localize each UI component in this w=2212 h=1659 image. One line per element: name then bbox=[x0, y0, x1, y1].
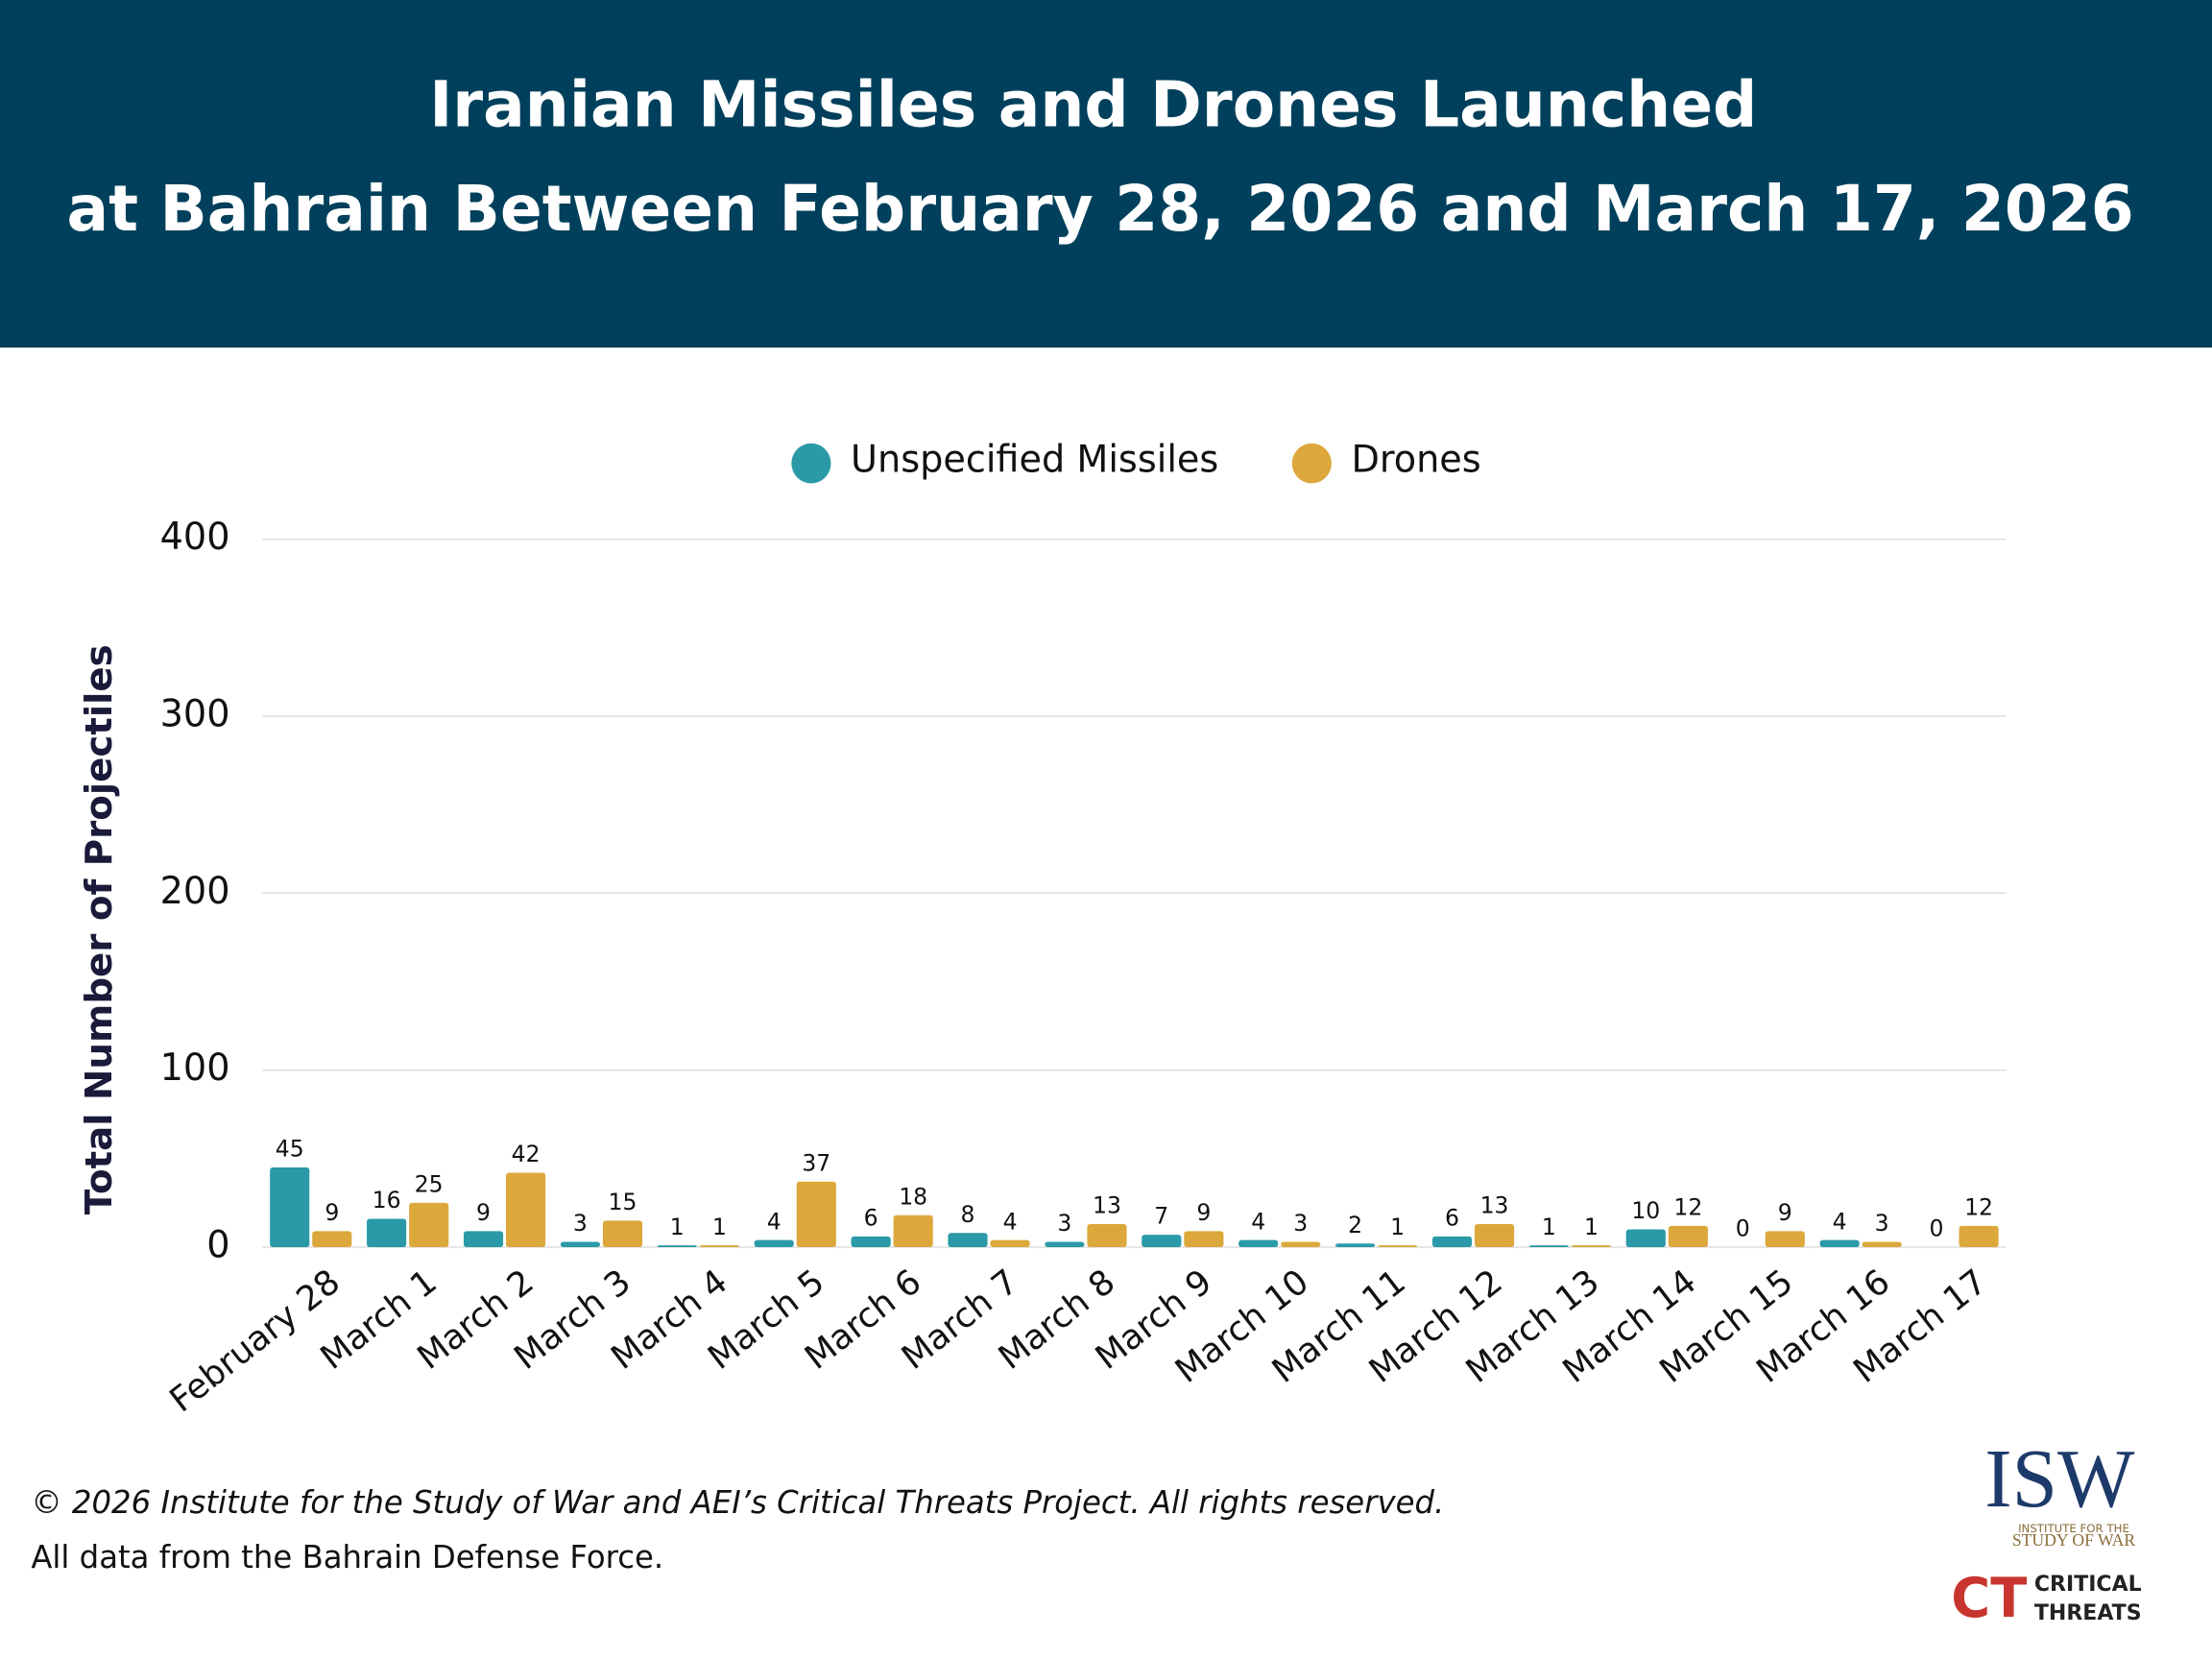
bar bbox=[602, 1220, 643, 1247]
y-tick-label: 100 bbox=[160, 1046, 230, 1090]
bar bbox=[1625, 1229, 1666, 1247]
data-label: 9 bbox=[476, 1199, 491, 1226]
logo-isw-sub: INSTITUTE FOR THE bbox=[2018, 1522, 2129, 1535]
bar bbox=[699, 1245, 739, 1247]
data-label: 25 bbox=[415, 1170, 444, 1197]
data-label: 0 bbox=[1736, 1214, 1750, 1241]
data-label: 10 bbox=[1631, 1197, 1660, 1224]
bar bbox=[893, 1214, 933, 1247]
bar bbox=[1378, 1245, 1418, 1247]
legend-swatch bbox=[1291, 443, 1332, 484]
data-label: 6 bbox=[1445, 1204, 1459, 1231]
data-label: 18 bbox=[899, 1183, 927, 1210]
bar bbox=[270, 1167, 310, 1247]
bar bbox=[367, 1218, 407, 1247]
bar bbox=[1819, 1239, 1860, 1247]
data-label: 15 bbox=[609, 1189, 637, 1215]
y-tick-label: 400 bbox=[160, 516, 230, 559]
bar bbox=[1281, 1241, 1321, 1247]
data-label: 6 bbox=[864, 1204, 878, 1231]
bar bbox=[1528, 1245, 1569, 1247]
bar bbox=[990, 1239, 1030, 1247]
y-axis-label: Total Number of Projectiles bbox=[78, 644, 121, 1214]
bar bbox=[657, 1245, 697, 1247]
legend-label: Drones bbox=[1351, 438, 1480, 481]
data-label: 9 bbox=[1196, 1199, 1211, 1226]
bar bbox=[1142, 1235, 1182, 1247]
bar bbox=[1184, 1231, 1224, 1247]
copyright: © 2026 Institute for the Study of War an… bbox=[31, 1484, 1444, 1521]
data-label: 4 bbox=[1251, 1208, 1265, 1235]
bar bbox=[1335, 1243, 1376, 1247]
bar bbox=[1959, 1225, 1999, 1247]
bar bbox=[463, 1231, 504, 1247]
bar bbox=[1087, 1224, 1127, 1247]
data-label: 8 bbox=[961, 1201, 975, 1228]
bar bbox=[851, 1236, 891, 1247]
data-label: 13 bbox=[1093, 1192, 1121, 1219]
logo-ct: CT bbox=[1951, 1568, 2028, 1630]
data-label: 45 bbox=[276, 1136, 304, 1163]
bar bbox=[754, 1239, 794, 1247]
bar bbox=[1571, 1245, 1612, 1247]
y-tick-label: 300 bbox=[160, 692, 230, 735]
data-label: 3 bbox=[573, 1210, 588, 1237]
legend-label: Unspecified Missiles bbox=[851, 438, 1218, 481]
data-label: 2 bbox=[1348, 1212, 1362, 1238]
chart-title: at Bahrain Between February 28, 2026 and… bbox=[66, 174, 2133, 247]
bar bbox=[948, 1233, 988, 1247]
legend-swatch bbox=[791, 443, 831, 484]
data-label: 16 bbox=[373, 1187, 401, 1214]
bar bbox=[1431, 1236, 1473, 1247]
logo-isw: ISW bbox=[1984, 1433, 2134, 1526]
bar bbox=[409, 1202, 449, 1247]
data-label: 3 bbox=[1293, 1210, 1308, 1237]
data-label: 3 bbox=[1875, 1210, 1889, 1237]
data-label: 4 bbox=[767, 1208, 781, 1235]
data-label: 1 bbox=[1584, 1214, 1599, 1240]
data-label: 9 bbox=[1778, 1199, 1792, 1226]
data-label: 7 bbox=[1154, 1203, 1168, 1230]
data-label: 12 bbox=[1964, 1193, 1993, 1220]
data-label: 0 bbox=[1930, 1214, 1944, 1241]
bar bbox=[560, 1241, 600, 1247]
data-label: 37 bbox=[802, 1149, 830, 1176]
data-label: 42 bbox=[512, 1141, 541, 1167]
bar bbox=[1862, 1241, 1902, 1247]
bar bbox=[1668, 1225, 1708, 1247]
source-note: All data from the Bahrain Defense Force. bbox=[31, 1539, 663, 1575]
logo-ct-text: CRITICAL bbox=[2034, 1572, 2142, 1597]
bar bbox=[506, 1172, 546, 1247]
data-label: 3 bbox=[1057, 1210, 1071, 1237]
data-label: 13 bbox=[1480, 1192, 1509, 1219]
chart-title: Iranian Missiles and Drones Launched bbox=[429, 69, 1757, 142]
bar bbox=[1475, 1224, 1515, 1247]
y-tick-label: 0 bbox=[206, 1223, 229, 1266]
header-bar bbox=[0, 0, 2212, 348]
data-label: 1 bbox=[712, 1214, 727, 1240]
logo-isw-sub: STUDY OF WAR bbox=[2012, 1530, 2135, 1550]
data-label: 1 bbox=[1390, 1214, 1405, 1240]
bar bbox=[796, 1181, 836, 1247]
data-label: 12 bbox=[1673, 1193, 1702, 1220]
bar bbox=[1765, 1231, 1805, 1247]
bar bbox=[1238, 1239, 1279, 1247]
data-label: 4 bbox=[1833, 1208, 1847, 1235]
data-label: 9 bbox=[325, 1199, 339, 1226]
bar bbox=[312, 1231, 352, 1247]
data-label: 4 bbox=[1003, 1208, 1018, 1235]
logo-ct-text: THREATS bbox=[2034, 1600, 2142, 1625]
bar bbox=[1045, 1241, 1085, 1247]
y-tick-label: 200 bbox=[160, 870, 230, 913]
data-label: 1 bbox=[670, 1214, 685, 1240]
data-label: 1 bbox=[1542, 1214, 1556, 1240]
